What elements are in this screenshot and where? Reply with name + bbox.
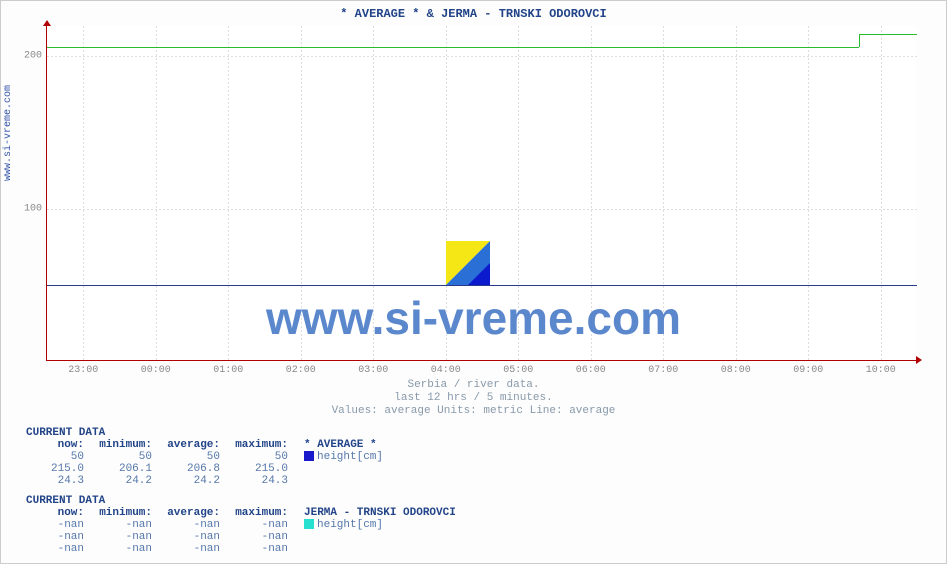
xtick-label: 08:00	[721, 360, 751, 376]
subcaption-line: Values: average Units: metric Line: aver…	[1, 405, 946, 417]
series-step	[859, 34, 861, 47]
cell: 215.0	[230, 463, 298, 475]
col-header: maximum:	[230, 439, 298, 451]
cell: 50	[230, 451, 298, 463]
cell: -nan	[26, 543, 94, 555]
cell: 24.3	[26, 475, 94, 487]
data-block: CURRENT DATA now: minimum: average: maxi…	[26, 427, 393, 487]
watermark-logo-icon	[446, 241, 490, 285]
xtick-label: 04:00	[431, 360, 461, 376]
gridline-v	[83, 26, 84, 361]
table-row: -nan -nan -nan -nan	[26, 543, 466, 555]
xtick-label: 07:00	[648, 360, 678, 376]
table-header-row: now: minimum: average: maximum: * AVERAG…	[26, 439, 393, 451]
cell: -nan	[94, 543, 162, 555]
legend-swatch-icon	[304, 451, 314, 461]
series-label: JERMA - TRNSKI ODOROVCI	[298, 507, 466, 519]
legend-swatch-icon	[304, 519, 314, 529]
xtick-label: 06:00	[576, 360, 606, 376]
col-header: minimum:	[94, 507, 162, 519]
xtick-label: 00:00	[141, 360, 171, 376]
gridline-v	[446, 26, 447, 361]
col-header: average:	[162, 507, 230, 519]
gridline-v	[736, 26, 737, 361]
cell: 215.0	[26, 463, 94, 475]
gridline-v	[591, 26, 592, 361]
xtick-label: 23:00	[68, 360, 98, 376]
xtick-label: 03:00	[358, 360, 388, 376]
col-header: average:	[162, 439, 230, 451]
cell: 24.2	[162, 475, 230, 487]
table-row: -nan -nan -nan -nan height[cm]	[26, 519, 466, 531]
ytick-label: 100	[24, 203, 47, 214]
gridline-h	[47, 56, 917, 57]
xtick-label: 10:00	[866, 360, 896, 376]
data-table: now: minimum: average: maximum: JERMA - …	[26, 507, 466, 555]
gridline-v	[373, 26, 374, 361]
col-header: minimum:	[94, 439, 162, 451]
table-row: 24.3 24.2 24.2 24.3	[26, 475, 393, 487]
x-axis-arrow-icon	[916, 356, 922, 364]
ytick-label: 200	[24, 51, 47, 62]
y-axis-source-label: www.si-vreme.com	[3, 85, 14, 181]
xtick-label: 01:00	[213, 360, 243, 376]
cell: -nan	[162, 543, 230, 555]
cell: -nan	[162, 531, 230, 543]
subcaption-line: Serbia / river data.	[1, 379, 946, 391]
series-label: * AVERAGE *	[298, 439, 393, 451]
data-table: now: minimum: average: maximum: * AVERAG…	[26, 439, 393, 487]
xtick-label: 02:00	[286, 360, 316, 376]
gridline-h	[47, 209, 917, 210]
cell: -nan	[230, 543, 298, 555]
series-line	[47, 285, 917, 287]
cell: 50	[162, 451, 230, 463]
table-row: 215.0 206.1 206.8 215.0	[26, 463, 393, 475]
data-block: CURRENT DATA now: minimum: average: maxi…	[26, 495, 466, 555]
gridline-v	[881, 26, 882, 361]
gridline-v	[301, 26, 302, 361]
gridline-v	[518, 26, 519, 361]
param-label: height[cm]	[298, 451, 393, 463]
xtick-label: 09:00	[793, 360, 823, 376]
gridline-v	[808, 26, 809, 361]
cell: 206.8	[162, 463, 230, 475]
table-row: 50 50 50 50 height[cm]	[26, 451, 393, 463]
table-header-row: now: minimum: average: maximum: JERMA - …	[26, 507, 466, 519]
series-line	[859, 34, 917, 36]
gridline-v	[663, 26, 664, 361]
cell: -nan	[94, 519, 162, 531]
xtick-label: 05:00	[503, 360, 533, 376]
cell: 206.1	[94, 463, 162, 475]
cell: 24.3	[230, 475, 298, 487]
data-block-title: CURRENT DATA	[26, 495, 466, 507]
col-header: now:	[26, 507, 94, 519]
cell: -nan	[26, 519, 94, 531]
col-header: maximum:	[230, 507, 298, 519]
param-label: height[cm]	[298, 519, 466, 531]
col-header: now:	[26, 439, 94, 451]
chart-title: * AVERAGE * & JERMA - TRNSKI ODOROVCI	[1, 7, 946, 21]
subcaption-line: last 12 hrs / 5 minutes.	[1, 392, 946, 404]
cell: 50	[94, 451, 162, 463]
gridline-v	[228, 26, 229, 361]
cell: -nan	[230, 519, 298, 531]
cell: 24.2	[94, 475, 162, 487]
cell: 50	[26, 451, 94, 463]
cell: -nan	[26, 531, 94, 543]
plot-area: 10020023:0000:0001:0002:0003:0004:0005:0…	[46, 26, 916, 361]
y-axis-arrow-icon	[43, 20, 51, 26]
gridline-v	[156, 26, 157, 361]
table-row: -nan -nan -nan -nan	[26, 531, 466, 543]
cell: -nan	[230, 531, 298, 543]
cell: -nan	[94, 531, 162, 543]
cell: -nan	[162, 519, 230, 531]
data-block-title: CURRENT DATA	[26, 427, 393, 439]
series-line	[47, 47, 859, 49]
